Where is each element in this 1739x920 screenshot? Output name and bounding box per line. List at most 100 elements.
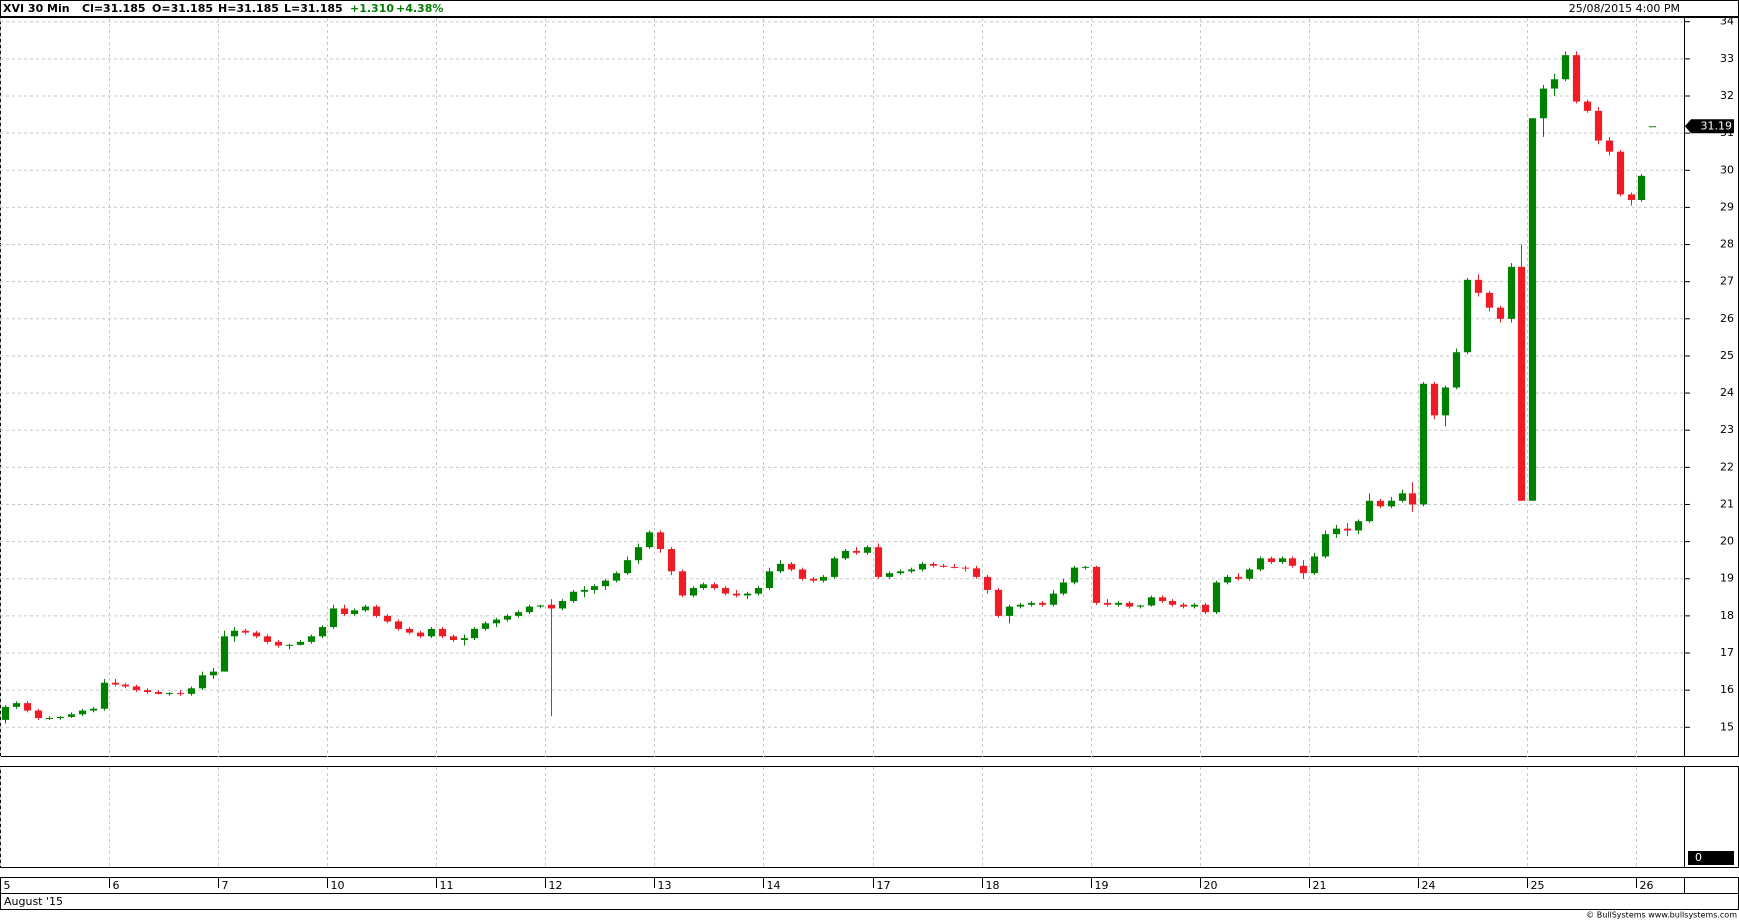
candle-body xyxy=(274,641,283,646)
candle-body xyxy=(1038,602,1047,605)
candle-body xyxy=(830,558,839,577)
candle-body xyxy=(1517,266,1526,501)
candle-body xyxy=(89,708,98,711)
x-tick-label: 17 xyxy=(877,879,891,892)
candle-body xyxy=(449,636,458,641)
month-label: August '15 xyxy=(4,895,63,908)
candle-body xyxy=(863,547,872,553)
candle-body xyxy=(1278,558,1287,563)
x-tick-label: 21 xyxy=(1313,879,1327,892)
y-tick-label: 26 xyxy=(1720,312,1734,325)
x-tick-label: 18 xyxy=(986,879,1000,892)
candle-body xyxy=(525,606,534,613)
candle-body xyxy=(1147,597,1156,606)
candle-body xyxy=(1168,601,1177,605)
candle-body xyxy=(1474,279,1483,293)
y-tick-label: 16 xyxy=(1720,683,1734,696)
y-tick-label: 28 xyxy=(1720,238,1734,251)
lower-value-tag xyxy=(1688,851,1734,865)
candle-body xyxy=(329,608,338,628)
candle-body xyxy=(372,606,381,616)
candle-body xyxy=(1452,352,1461,388)
copyright: © BullSystems www.bullsystems.com xyxy=(1586,911,1737,920)
candle-body xyxy=(939,565,948,567)
x-tick-label: 7 xyxy=(222,879,229,892)
candle-body xyxy=(765,571,774,589)
candle-body xyxy=(1528,118,1537,501)
y-tick-label: 27 xyxy=(1720,275,1734,288)
candle-body xyxy=(1616,151,1625,195)
candle-body xyxy=(230,630,239,637)
symbol: XVI 30 Min xyxy=(3,2,70,15)
candle-body xyxy=(220,636,229,672)
x-tick-label: 25 xyxy=(1531,879,1545,892)
candle-body xyxy=(1310,556,1319,574)
candle-body xyxy=(852,550,861,553)
candle-body xyxy=(1070,567,1079,583)
candle-body xyxy=(961,567,970,569)
candle-body xyxy=(241,630,250,633)
candle-body xyxy=(950,566,959,568)
y-tick-label: 22 xyxy=(1720,460,1734,473)
y-tick-label: 30 xyxy=(1720,163,1734,176)
candle-body xyxy=(1550,79,1559,89)
candle-body xyxy=(885,573,894,577)
candle-body xyxy=(1201,604,1210,613)
candle-body xyxy=(896,571,905,574)
candle-body xyxy=(732,593,741,596)
candle-body xyxy=(634,547,643,561)
change-text: +1.310 xyxy=(350,2,394,15)
candle-body xyxy=(1485,292,1494,308)
candle-body xyxy=(1408,493,1417,505)
low-text: L=31.185 xyxy=(284,2,343,15)
candle-body xyxy=(1561,55,1570,80)
candle-body xyxy=(1398,493,1407,501)
date-text: 25/08/2015 4:00 PM xyxy=(1569,2,1680,15)
candle-body xyxy=(1234,576,1243,579)
y-tick-label: 34 xyxy=(1720,15,1734,28)
candle-body xyxy=(307,636,316,642)
candle-body xyxy=(994,589,1003,616)
candle-body xyxy=(569,591,578,602)
candle-body xyxy=(1,706,10,720)
y-tick-label: 25 xyxy=(1720,349,1734,362)
candle-body xyxy=(558,601,567,609)
high-text: H=31.185 xyxy=(218,2,279,15)
candle-body xyxy=(340,608,349,615)
candle-body xyxy=(918,563,927,570)
candle-body xyxy=(1288,558,1297,566)
candle-body xyxy=(394,621,403,629)
x-tick-label: 6 xyxy=(113,879,120,892)
candle-body xyxy=(1267,558,1276,563)
candle-body xyxy=(1637,175,1646,200)
candle-body xyxy=(1092,566,1101,603)
candle-body xyxy=(841,550,850,559)
candle-body xyxy=(1049,593,1058,605)
candle-body xyxy=(198,675,207,689)
candle-body xyxy=(1016,604,1025,607)
candle-body xyxy=(743,593,752,596)
candle-body xyxy=(318,627,327,637)
candle-body xyxy=(416,632,425,637)
candle-body xyxy=(187,688,196,694)
candle-body xyxy=(427,628,436,637)
y-tick-label: 24 xyxy=(1720,386,1734,399)
y-tick-label: 15 xyxy=(1720,720,1734,733)
candle-body xyxy=(1441,387,1450,416)
candle-body xyxy=(1190,604,1199,607)
candle-body xyxy=(1419,383,1428,505)
x-tick-label: 5 xyxy=(4,879,11,892)
candle-body xyxy=(350,610,359,615)
candle-body xyxy=(1332,528,1341,535)
x-tick-label: 10 xyxy=(331,879,345,892)
candle-body xyxy=(1081,566,1090,568)
candle-body xyxy=(1212,582,1221,613)
candle-body xyxy=(1321,534,1330,557)
candle-body xyxy=(656,532,665,550)
candle-body xyxy=(1496,307,1505,319)
candle-body xyxy=(1158,597,1167,602)
candle-body xyxy=(972,568,981,577)
candle-body xyxy=(590,586,599,590)
candle-body xyxy=(1103,602,1112,605)
